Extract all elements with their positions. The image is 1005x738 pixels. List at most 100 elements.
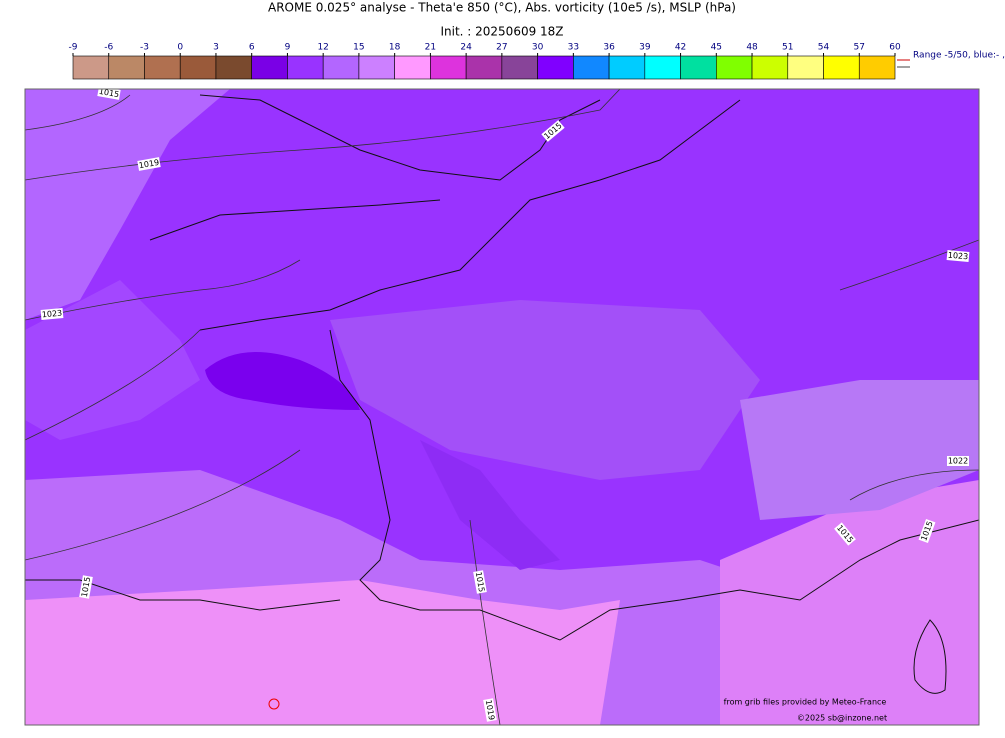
colorbar-swatch	[322, 55, 360, 80]
shade-region	[740, 380, 979, 520]
isobar-label-box	[946, 250, 970, 262]
colorbar-swatch	[430, 55, 467, 80]
colorbar-tick-label: 39	[639, 43, 651, 53]
isobar-label-box	[97, 89, 121, 100]
isobar-label-text: 1022	[948, 457, 968, 466]
colorbar-tick-label: 24	[460, 43, 472, 53]
marker	[268, 698, 280, 710]
shade-region	[205, 352, 360, 410]
isobar-label-text: 1015	[474, 571, 486, 593]
colorbar-swatch	[823, 55, 860, 80]
colorbar-swatch	[251, 55, 288, 80]
isobar-label-text: 1015	[98, 87, 120, 99]
colorbar-swatch	[144, 55, 181, 80]
shade-region	[420, 440, 560, 570]
colorbar-tick-label: 42	[675, 43, 686, 53]
coastline	[25, 579, 341, 611]
isobar	[25, 449, 301, 561]
init-time: Init. : 20250609 18Z	[440, 25, 563, 39]
isobar-label-box	[918, 518, 936, 544]
colorbar-tick-label: 45	[711, 43, 722, 53]
isobars	[25, 89, 979, 725]
isobar-label-box	[79, 575, 93, 599]
colorbar: -9 -6 -3 0 3 6 9 12 15 18 21 24 27 30 33 36 39 42 45 48 51 54…	[69, 43, 901, 80]
isobar-label-text: 1015	[80, 576, 92, 598]
colorbar-swatch	[858, 55, 896, 80]
isobar-label: 1015	[473, 570, 487, 594]
colorbar-swatch	[680, 55, 717, 80]
isobar-label-box	[541, 120, 565, 142]
shade-region	[25, 280, 200, 440]
copyright: ©2025 sb@inzone.net	[797, 714, 887, 723]
range-note: Range -5/50, blue:- , r	[913, 51, 1005, 61]
colorbar-tick-label: 15	[353, 43, 364, 53]
colorbar-tick-label: 36	[603, 43, 615, 53]
isobar-label-text: 1019	[138, 158, 160, 170]
colorbar-swatch	[644, 55, 681, 80]
coastline	[149, 199, 441, 241]
colorbar-tick-label: 54	[818, 43, 830, 53]
isobar	[469, 519, 501, 725]
isobar-label-box	[40, 308, 64, 320]
colorbar-swatch	[215, 55, 252, 80]
colorbar-swatch	[179, 55, 217, 80]
isobar-label-text: 1019	[484, 699, 496, 721]
colorbar-tick-label: 18	[389, 43, 401, 53]
isobar-label-box	[473, 570, 487, 594]
coastline	[329, 329, 979, 641]
colorbar-tick-label: 3	[213, 43, 219, 53]
colorbar-tick-label: 57	[854, 43, 865, 53]
colorbar-swatch	[394, 55, 431, 80]
colorbar-tick-label: 60	[889, 43, 901, 53]
colorbar-tick-label: 48	[746, 43, 758, 53]
colorbar-tick-label: -9	[69, 43, 78, 53]
map-frame	[24, 88, 980, 726]
colorbar-swatch	[108, 55, 145, 80]
isobar	[25, 259, 301, 321]
isobar-label: 1023	[40, 308, 64, 320]
isobar-label: 1015	[79, 575, 93, 599]
colorbar-swatch	[537, 55, 574, 80]
colorbar-tick-label: 6	[249, 43, 255, 53]
isobar-label: 1022	[947, 456, 969, 466]
shade-region	[330, 300, 760, 480]
isobar-label: 1019	[483, 698, 497, 722]
colorbar-tick-label: 21	[425, 43, 436, 53]
colorbar-tick-label: 12	[317, 43, 328, 53]
colorbar-swatch	[608, 55, 646, 80]
coastline	[199, 99, 741, 331]
colorbar-tick-label: -6	[104, 43, 113, 53]
colorbar-swatch	[787, 55, 824, 80]
isobar-label-box	[834, 522, 856, 546]
isobar-label: 1015	[97, 87, 121, 100]
colorbar-swatch	[287, 55, 324, 80]
colorbar-swatch	[716, 55, 753, 80]
colorbar-swatch	[501, 55, 538, 80]
isobar-label: 1019	[137, 157, 161, 171]
shade-region	[25, 89, 230, 320]
colorbar-swatch	[72, 55, 110, 80]
isobar	[25, 329, 201, 441]
coastline	[913, 619, 947, 694]
colorbar-tick-label: 27	[496, 43, 507, 53]
colorbar-swatch	[358, 55, 395, 80]
shade-region	[25, 580, 620, 725]
colorbar-swatch	[573, 55, 610, 80]
isobar	[25, 89, 621, 181]
colorbar-tick-label: -3	[140, 43, 149, 53]
title: AROME 0.025° analyse - Theta'e 850 (°C),…	[268, 1, 736, 15]
isobar-label: 1023	[946, 250, 970, 262]
colorbar-swatch	[465, 55, 503, 80]
isobar-label-text: 1023	[41, 309, 62, 320]
isobar	[849, 469, 979, 501]
colorbar-swatch	[751, 55, 789, 80]
isobar-label-text: 1023	[947, 251, 968, 262]
isobar-label-box	[947, 456, 969, 466]
colorbar-tick-label: 51	[782, 43, 793, 53]
colorbar-tick-label: 33	[568, 43, 579, 53]
isobar	[25, 94, 131, 131]
isobar-label-box	[137, 157, 161, 171]
isobar-label-box	[483, 698, 497, 722]
